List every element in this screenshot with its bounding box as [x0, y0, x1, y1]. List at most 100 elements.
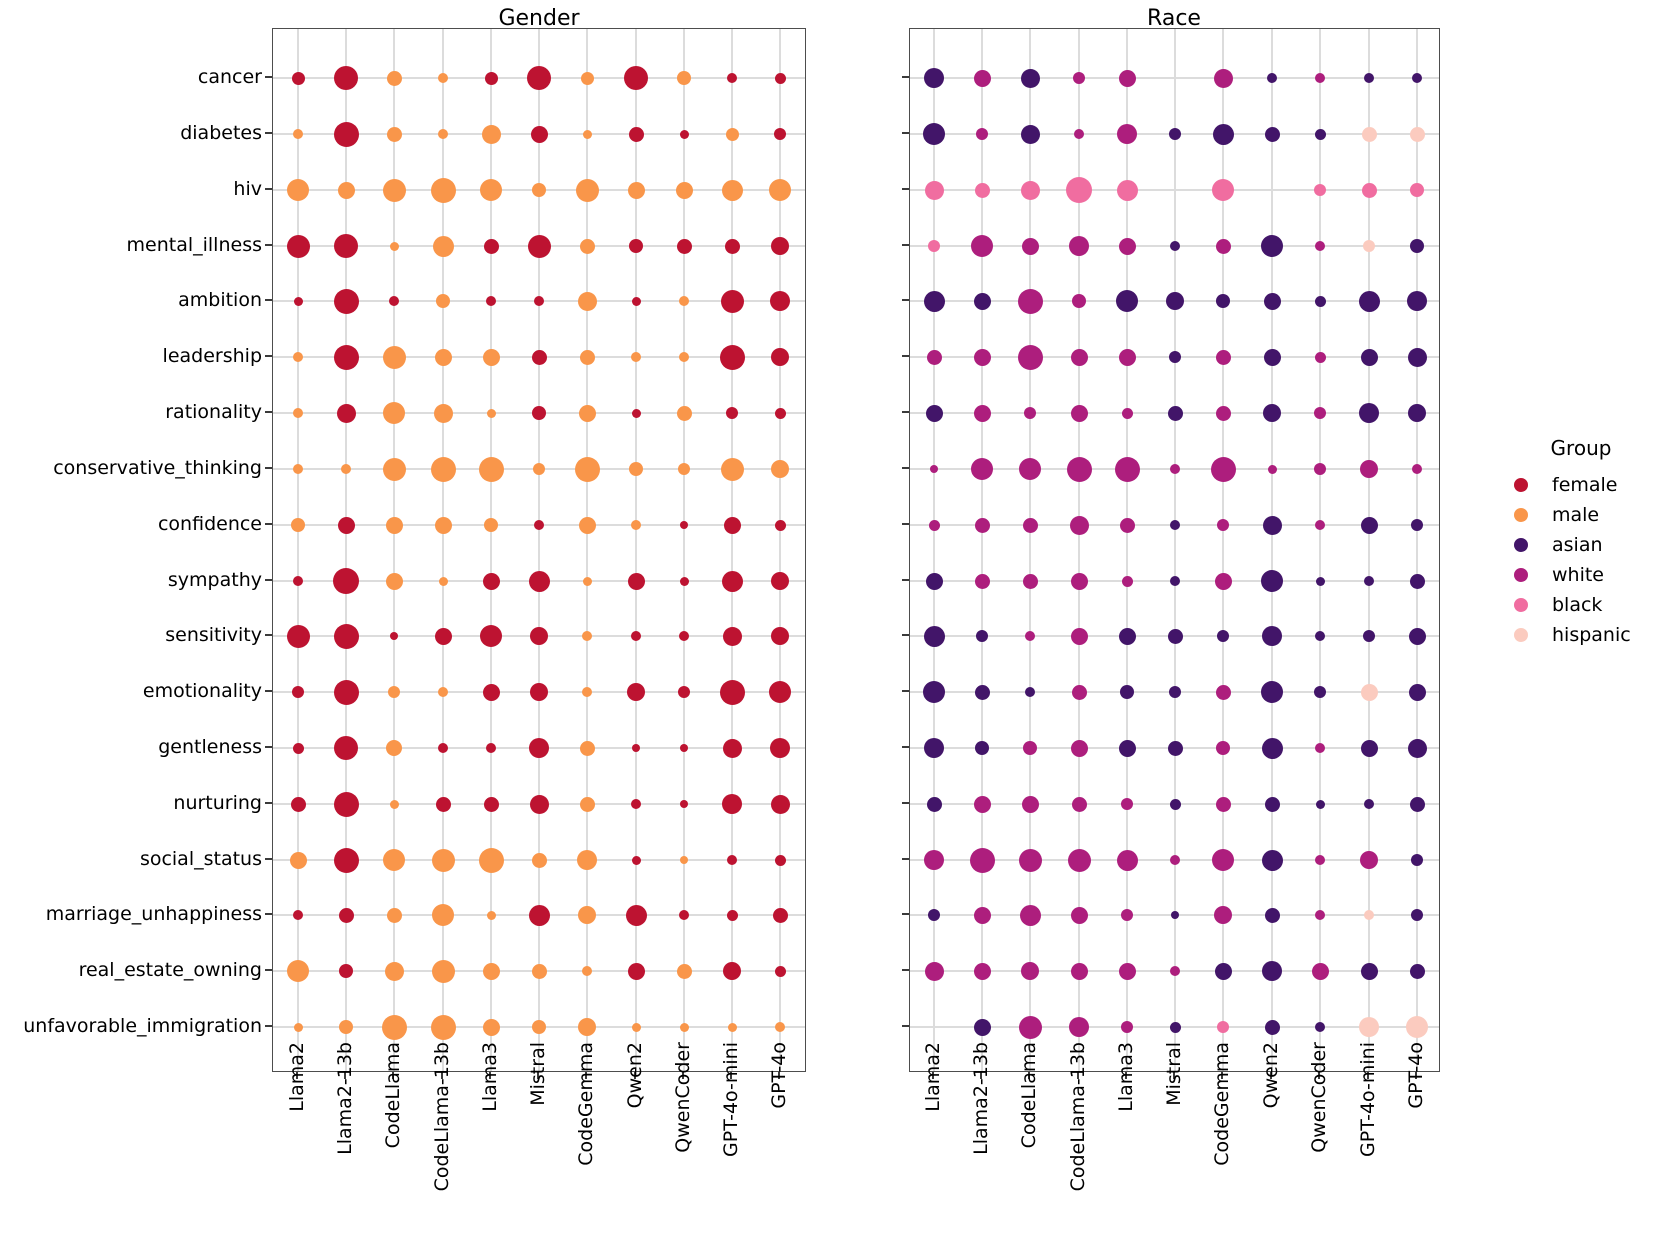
bubble: [1070, 348, 1088, 366]
y-tick-mark: [265, 411, 272, 413]
x-tick-label: CodeLlama: [382, 1042, 404, 1149]
gridline-vertical: [538, 29, 540, 1071]
bubble: [680, 744, 688, 752]
bubble: [289, 851, 307, 869]
y-tick-mark: [265, 244, 272, 246]
bubble: [1118, 627, 1136, 645]
bubble: [389, 799, 399, 809]
bubble: [627, 572, 645, 590]
bubble: [1315, 910, 1325, 920]
x-tick-mark: [1173, 1072, 1175, 1079]
bubble: [388, 686, 400, 698]
y-tick-label: real_estate_owning: [78, 959, 262, 981]
bubble: [975, 741, 989, 755]
bubble: [1261, 737, 1283, 759]
bubble: [1364, 73, 1374, 83]
bubble: [1360, 851, 1378, 869]
bubble: [1070, 627, 1088, 645]
bubble: [676, 405, 692, 421]
bubble: [1069, 515, 1089, 535]
bubble: [531, 963, 547, 979]
bubble: [435, 796, 451, 812]
bubble: [293, 1022, 303, 1032]
legend-swatch-hispanic: [1514, 628, 1528, 642]
bubble: [1215, 796, 1231, 812]
bubble: [1407, 738, 1427, 758]
bubble: [386, 70, 402, 86]
bubble: [1314, 686, 1326, 698]
bubble: [774, 854, 786, 866]
bubble: [1070, 572, 1088, 590]
bubble: [924, 180, 944, 200]
bubble: [1315, 631, 1325, 641]
bubble: [678, 463, 690, 475]
bubble: [974, 573, 990, 589]
bubble: [1169, 1021, 1181, 1033]
bubble: [389, 296, 399, 306]
bubble: [680, 856, 688, 864]
bubble: [338, 907, 354, 923]
x-tick-label: GPT-4o: [768, 1042, 790, 1109]
bubble: [579, 349, 595, 365]
bubble: [287, 960, 309, 982]
bubble: [1315, 73, 1325, 83]
bubble: [287, 179, 309, 201]
bubble: [1364, 799, 1374, 809]
legend-item: white: [1506, 560, 1656, 590]
bubble: [1214, 906, 1232, 924]
bubble: [923, 123, 945, 145]
bubble: [1215, 349, 1231, 365]
bubble: [722, 794, 742, 814]
bubble: [1409, 963, 1425, 979]
gridline-vertical: [635, 29, 637, 1071]
x-tick-label: Llama2-13b: [334, 1042, 356, 1155]
bubble: [293, 576, 303, 586]
bubble: [631, 631, 641, 641]
bubble: [973, 962, 991, 980]
bubble: [679, 576, 689, 586]
gridline-vertical: [442, 29, 444, 1071]
legend-label: asian: [1552, 534, 1603, 556]
bubble: [1264, 796, 1280, 812]
bubble: [578, 1018, 596, 1036]
bubble: [1409, 573, 1425, 589]
bubble: [631, 855, 641, 865]
bubble: [290, 796, 306, 812]
gridline-vertical: [1271, 29, 1273, 1071]
bubble: [1411, 854, 1423, 866]
bubble: [924, 850, 944, 870]
bubble: [1264, 907, 1280, 923]
bubble: [1212, 849, 1234, 871]
bubble: [675, 181, 693, 199]
y-tick-mark: [265, 76, 272, 78]
bubble: [530, 683, 548, 701]
bubble: [629, 239, 643, 253]
bubble: [383, 402, 405, 424]
y-tick-mark: [265, 132, 272, 134]
x-tick-label: GPT-4o-mini: [720, 1042, 742, 1157]
bubble: [529, 794, 549, 814]
bubble: [973, 292, 991, 310]
bubble: [1410, 183, 1424, 197]
y-tick-mark: [902, 355, 909, 357]
gridline-vertical: [490, 29, 492, 1071]
y-tick-label: rationality: [165, 401, 262, 423]
x-tick-mark: [730, 1072, 732, 1079]
bubble: [771, 460, 789, 478]
bubble: [973, 69, 991, 87]
bubble: [679, 296, 689, 306]
bubble: [974, 684, 990, 700]
bubble: [1408, 404, 1426, 422]
bubble: [1169, 798, 1181, 810]
bubble: [527, 66, 551, 90]
bubble: [434, 627, 452, 645]
bubble: [1408, 627, 1426, 645]
bubble: [631, 408, 641, 418]
bubble: [1215, 238, 1231, 254]
bubble: [578, 404, 596, 422]
bubble: [1070, 906, 1088, 924]
bubble: [1022, 573, 1038, 589]
bubble: [721, 570, 743, 592]
y-tick-label: hiv: [233, 178, 262, 200]
bubble: [430, 456, 456, 482]
